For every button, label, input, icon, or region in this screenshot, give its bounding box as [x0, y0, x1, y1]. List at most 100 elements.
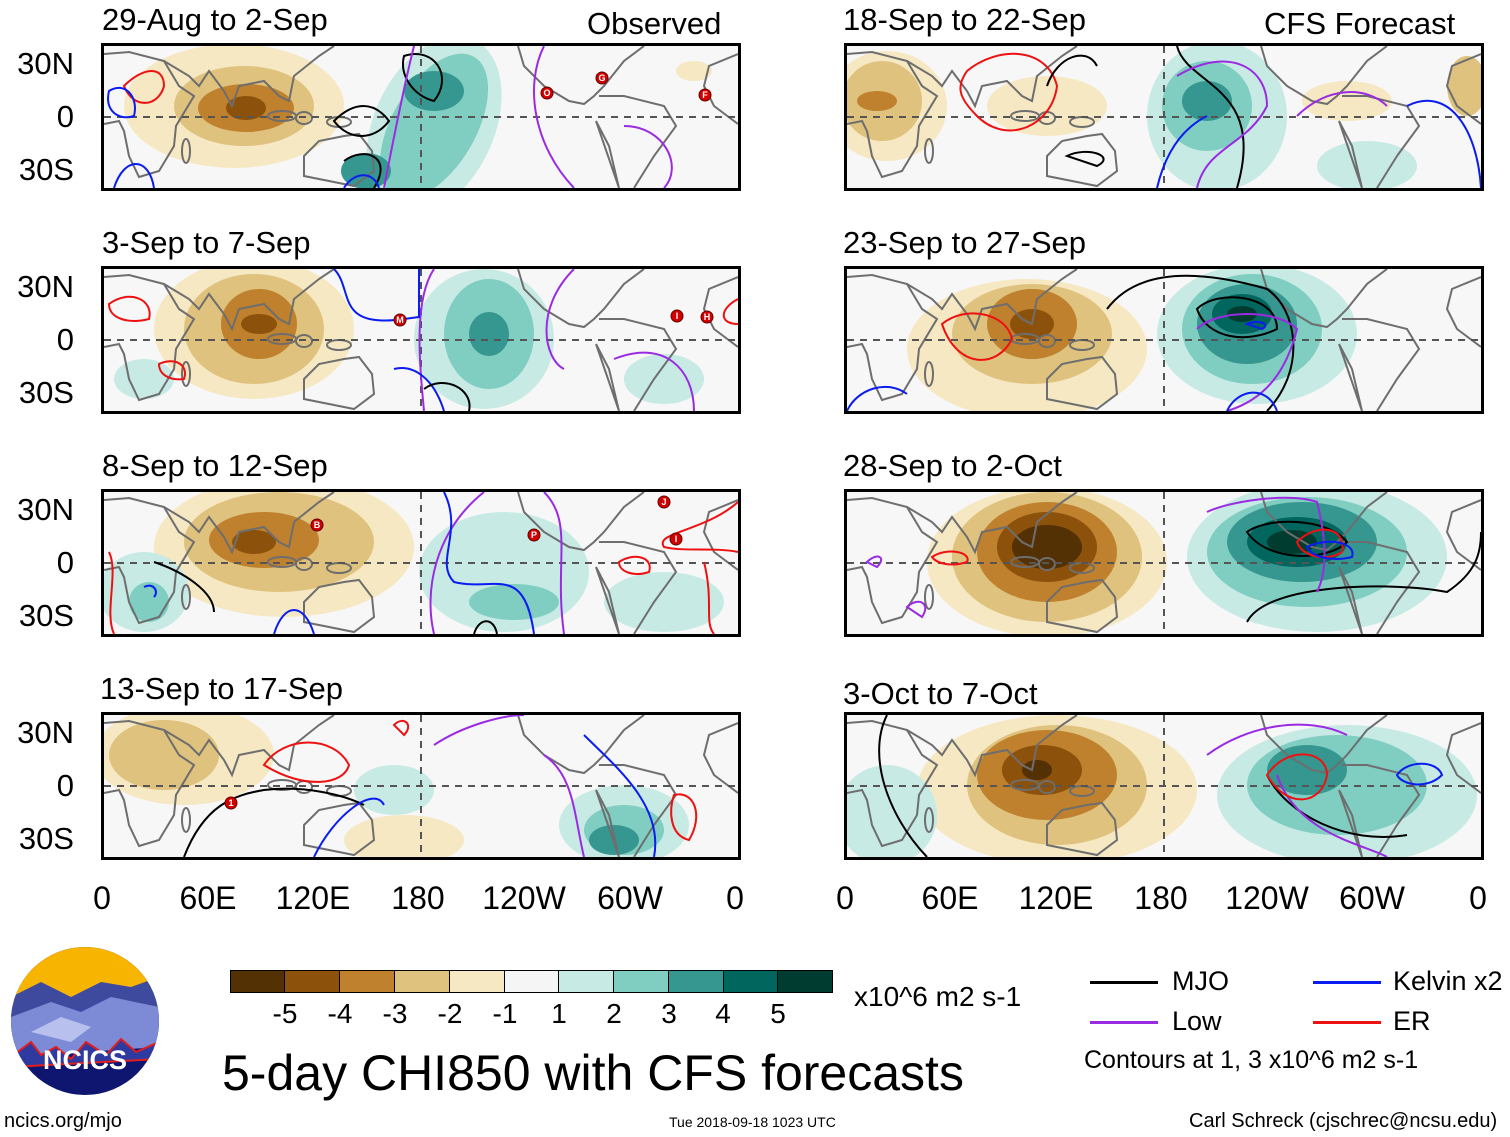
panel-title: 3-Oct to 7-Oct: [843, 676, 1038, 711]
lon-label: 180: [1134, 880, 1188, 916]
lon-label: 120E: [275, 880, 351, 916]
lon-label: 120W: [482, 880, 566, 916]
colorbar-swatch: [558, 970, 614, 993]
svg-text:J: J: [661, 497, 666, 507]
lon-label: 0: [726, 880, 744, 916]
panel-title: 13-Sep to 17-Sep: [100, 671, 344, 706]
colorbar-label: -4: [327, 998, 353, 1029]
lat-label: 0: [56, 322, 74, 357]
lat-label: 30S: [18, 152, 74, 187]
svg-text:1: 1: [228, 798, 233, 808]
svg-text:H: H: [704, 312, 711, 322]
map-panel-observed-2: M I H: [101, 266, 741, 414]
legend-label: Low: [1172, 1006, 1222, 1036]
map-panel-observed-1: O G F: [101, 43, 741, 191]
storm-marker: M: [393, 313, 407, 327]
colorbar-swatch: [504, 970, 560, 993]
panel-title: 3-Sep to 7-Sep: [102, 225, 311, 260]
lon-label: 60W: [597, 880, 663, 916]
map-panel-forecast-2: [844, 266, 1484, 414]
panel-title: 28-Sep to 2-Oct: [843, 448, 1062, 483]
svg-text:F: F: [702, 90, 708, 100]
colorbar-swatch: [668, 970, 724, 993]
lat-label: 30N: [17, 46, 74, 81]
lat-label: 30N: [17, 715, 74, 750]
svg-text:P: P: [531, 530, 537, 540]
storm-marker: J: [657, 495, 671, 509]
panel-title: 18-Sep to 22-Sep: [843, 2, 1087, 37]
lat-label: 0: [56, 99, 74, 134]
colorbar-swatch: [339, 970, 395, 993]
colorbar-label: -3: [382, 998, 408, 1029]
legend-label: ER: [1393, 1006, 1431, 1036]
colorbar-swatch: [613, 970, 669, 993]
map-panel-forecast-3: [844, 489, 1484, 637]
colorbar-swatch: [449, 970, 505, 993]
svg-text:G: G: [598, 73, 605, 83]
contours-note: Contours at 1, 3 x10^6 m2 s-1: [1084, 1046, 1419, 1074]
lat-label: 30S: [18, 821, 74, 856]
colorbar-units: x10^6 m2 s-1: [854, 981, 1022, 1012]
panel-title: 23-Sep to 27-Sep: [843, 225, 1087, 260]
colorbar-label: 1: [551, 998, 567, 1029]
legend-label: Kelvin x2: [1393, 966, 1503, 996]
map-panel-observed-3: B P J I: [101, 489, 741, 637]
storm-marker: I: [670, 309, 684, 323]
colorbar-label: -2: [437, 998, 463, 1029]
ncics-logo: NCICS: [11, 947, 159, 1095]
lon-label: 60E: [179, 880, 237, 916]
legend-label: MJO: [1172, 966, 1229, 996]
lat-label: 30S: [18, 598, 74, 633]
low-line-swatch: [1090, 1021, 1158, 1024]
colorbar-swatch: [284, 970, 340, 993]
svg-text:I: I: [675, 534, 678, 544]
lat-label: 30N: [17, 269, 74, 304]
colorbar-swatch: [723, 970, 779, 993]
colorbar-label: 5: [770, 998, 786, 1029]
figure-title: 5-day CHI850 with CFS forecasts: [222, 1045, 964, 1101]
lon-label: 120W: [1225, 880, 1309, 916]
author-credit: Carl Schreck (cjschrec@ncsu.edu): [1189, 1110, 1498, 1132]
storm-marker: G: [595, 71, 609, 85]
observed-label: Observed: [587, 6, 722, 41]
storm-marker: I: [669, 532, 683, 546]
storm-marker: B: [310, 518, 324, 532]
lon-label: 60W: [1339, 880, 1405, 916]
logo-text: NCICS: [43, 1045, 127, 1075]
kelvin-line-swatch: [1313, 981, 1381, 984]
svg-text:O: O: [543, 88, 550, 98]
lon-label: 60E: [921, 880, 979, 916]
lat-label: 0: [56, 545, 74, 580]
source-url: ncics.org/mjo: [4, 1110, 122, 1132]
storm-marker: P: [527, 528, 541, 542]
lon-label: 180: [391, 880, 445, 916]
lon-label: 0: [836, 880, 854, 916]
colorbar-swatch: [230, 970, 286, 993]
colorbar-label: -1: [492, 998, 518, 1029]
colorbar-label: -5: [272, 998, 298, 1029]
storm-marker: H: [700, 310, 714, 324]
colorbar-swatch: [777, 970, 833, 993]
map-panel-observed-4: 1: [101, 712, 741, 860]
storm-marker: F: [698, 88, 712, 102]
lon-label: 0: [93, 880, 111, 916]
er-line-swatch: [1313, 1021, 1381, 1024]
svg-text:B: B: [314, 520, 321, 530]
lat-label: 30N: [17, 492, 74, 527]
lat-label: 0: [56, 768, 74, 803]
mjo-line-swatch: [1090, 981, 1158, 984]
lat-label: 30S: [18, 375, 74, 410]
map-panel-forecast-4: [844, 712, 1484, 860]
colorbar-swatch: [394, 970, 450, 993]
timestamp: Tue 2018-09-18 1023 UTC: [669, 1114, 836, 1130]
map-panel-forecast-1: [844, 43, 1484, 191]
svg-text:M: M: [396, 315, 404, 325]
storm-marker: O: [540, 86, 554, 100]
panel-title: 8-Sep to 12-Sep: [102, 448, 328, 483]
lon-label: 0: [1469, 880, 1487, 916]
panel-title: 29-Aug to 2-Sep: [102, 2, 328, 37]
svg-text:I: I: [676, 311, 679, 321]
colorbar-label: 4: [715, 998, 731, 1029]
forecast-label: CFS Forecast: [1264, 6, 1456, 41]
